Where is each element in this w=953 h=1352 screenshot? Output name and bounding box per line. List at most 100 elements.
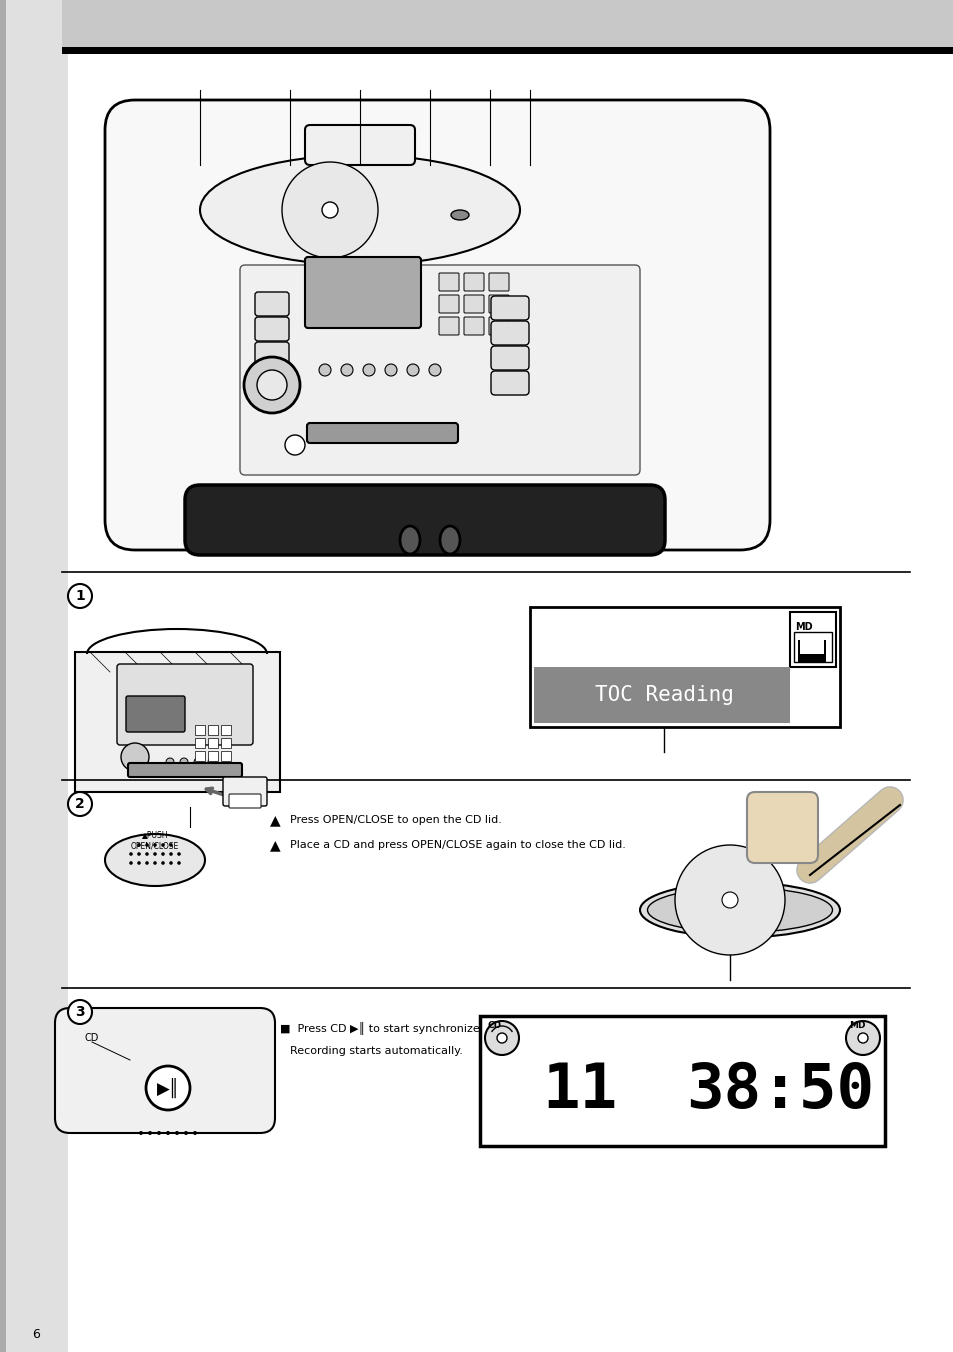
- FancyBboxPatch shape: [126, 696, 185, 731]
- Polygon shape: [75, 652, 280, 792]
- Circle shape: [146, 1065, 190, 1110]
- Bar: [208, 738, 218, 748]
- Circle shape: [340, 364, 353, 376]
- Text: 38:50: 38:50: [685, 1061, 873, 1121]
- FancyBboxPatch shape: [438, 316, 458, 335]
- Circle shape: [139, 1132, 143, 1134]
- Circle shape: [407, 364, 418, 376]
- Text: ■  Press CD ▶║ to start synchronized recording.: ■ Press CD ▶║ to start synchronized reco…: [280, 1022, 546, 1034]
- Circle shape: [256, 370, 287, 400]
- Circle shape: [157, 1132, 161, 1134]
- Text: 2: 2: [75, 796, 85, 811]
- Circle shape: [285, 435, 305, 456]
- Circle shape: [148, 1132, 152, 1134]
- Bar: [194, 725, 205, 735]
- Circle shape: [129, 852, 132, 856]
- Bar: [479, 1015, 884, 1146]
- Polygon shape: [70, 1023, 260, 1124]
- FancyBboxPatch shape: [305, 124, 415, 165]
- FancyBboxPatch shape: [463, 295, 483, 314]
- Bar: [797, 639, 825, 662]
- Circle shape: [169, 852, 172, 856]
- FancyBboxPatch shape: [240, 265, 639, 475]
- Text: MD: MD: [795, 622, 812, 631]
- Text: TOC Reading: TOC Reading: [594, 685, 733, 704]
- Circle shape: [184, 1132, 188, 1134]
- FancyBboxPatch shape: [305, 257, 420, 329]
- Bar: [221, 738, 231, 748]
- Text: ▲: ▲: [270, 838, 280, 852]
- Bar: [0, 0, 68, 1352]
- Circle shape: [166, 1132, 170, 1134]
- FancyBboxPatch shape: [463, 316, 483, 335]
- Circle shape: [174, 1132, 179, 1134]
- FancyBboxPatch shape: [128, 763, 242, 777]
- FancyBboxPatch shape: [489, 295, 509, 314]
- FancyBboxPatch shape: [463, 273, 483, 291]
- Circle shape: [721, 892, 738, 909]
- Circle shape: [145, 852, 149, 856]
- Circle shape: [208, 758, 215, 767]
- Ellipse shape: [200, 155, 519, 265]
- FancyBboxPatch shape: [223, 777, 267, 806]
- Circle shape: [145, 861, 149, 865]
- Circle shape: [68, 1000, 91, 1023]
- Circle shape: [68, 584, 91, 608]
- Circle shape: [153, 852, 156, 856]
- Ellipse shape: [399, 526, 419, 554]
- Circle shape: [169, 861, 172, 865]
- Text: ▶║: ▶║: [156, 1078, 179, 1098]
- FancyBboxPatch shape: [491, 346, 529, 370]
- FancyBboxPatch shape: [438, 273, 458, 291]
- Ellipse shape: [105, 834, 205, 886]
- Ellipse shape: [439, 526, 459, 554]
- Circle shape: [166, 758, 173, 767]
- FancyBboxPatch shape: [254, 342, 289, 366]
- FancyBboxPatch shape: [55, 1009, 274, 1133]
- Text: Recording starts automatically.: Recording starts automatically.: [290, 1046, 462, 1056]
- FancyBboxPatch shape: [438, 295, 458, 314]
- FancyBboxPatch shape: [307, 423, 457, 443]
- Circle shape: [282, 162, 377, 258]
- FancyBboxPatch shape: [489, 316, 509, 335]
- Bar: [221, 725, 231, 735]
- Circle shape: [68, 792, 91, 817]
- Text: 6: 6: [32, 1328, 40, 1340]
- Bar: [793, 631, 831, 662]
- Circle shape: [857, 1033, 867, 1042]
- Circle shape: [137, 844, 141, 846]
- Text: ▲: ▲: [270, 813, 280, 827]
- FancyBboxPatch shape: [185, 485, 664, 556]
- FancyBboxPatch shape: [254, 316, 289, 341]
- Circle shape: [318, 364, 331, 376]
- Circle shape: [153, 861, 156, 865]
- FancyBboxPatch shape: [254, 292, 289, 316]
- FancyBboxPatch shape: [491, 320, 529, 345]
- Circle shape: [193, 1132, 196, 1134]
- Text: MD: MD: [848, 1022, 864, 1030]
- Text: ▲PUSH
OPEN/CLOSE: ▲PUSH OPEN/CLOSE: [131, 830, 179, 850]
- Bar: [0, 0, 6, 1352]
- FancyBboxPatch shape: [491, 370, 529, 395]
- Circle shape: [497, 1033, 506, 1042]
- Circle shape: [137, 861, 141, 865]
- FancyBboxPatch shape: [229, 794, 261, 808]
- Text: CD: CD: [488, 1022, 501, 1030]
- Circle shape: [161, 861, 165, 865]
- Circle shape: [169, 844, 172, 846]
- Circle shape: [363, 364, 375, 376]
- Circle shape: [675, 845, 784, 955]
- Text: Place a CD and press OPEN/CLOSE again to close the CD lid.: Place a CD and press OPEN/CLOSE again to…: [290, 840, 625, 850]
- Text: 3: 3: [75, 1005, 85, 1019]
- Bar: [800, 639, 823, 654]
- Circle shape: [161, 844, 165, 846]
- FancyBboxPatch shape: [491, 296, 529, 320]
- Bar: [208, 725, 218, 735]
- Ellipse shape: [647, 887, 832, 933]
- Circle shape: [845, 1021, 879, 1055]
- Bar: [208, 750, 218, 761]
- Bar: [62, 0, 953, 49]
- Text: 1: 1: [75, 589, 85, 603]
- Circle shape: [484, 1021, 518, 1055]
- Bar: [62, 47, 953, 54]
